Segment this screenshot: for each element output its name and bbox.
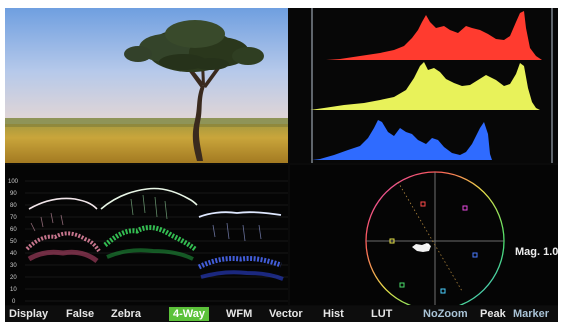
monitor-screen: 100 90 80 70 60 50 40 30 20 10 0 xyxy=(5,8,558,322)
waveform-red-trace xyxy=(25,197,101,264)
target-yellow xyxy=(389,238,395,244)
scale-label: 80 xyxy=(10,203,17,209)
toolbar-nozoom-button[interactable]: NoZoom xyxy=(423,308,468,320)
rgb-histogram-graph xyxy=(310,8,553,163)
vectorscope-graph xyxy=(365,171,505,305)
waveform-scale: 100 90 80 70 60 50 40 30 20 10 0 xyxy=(8,179,19,305)
target-red xyxy=(420,201,426,207)
magnification-label: Mag. 1.0x xyxy=(515,246,558,258)
scale-label: 50 xyxy=(10,239,17,245)
vectorscope-panel: Mag. 1.0x xyxy=(290,165,558,305)
toolbar-false-button[interactable]: False xyxy=(66,308,95,320)
target-magenta xyxy=(462,205,468,211)
toolbar-wfm-button[interactable]: WFM xyxy=(226,308,253,320)
toolbar-hist-button[interactable]: Hist xyxy=(323,308,344,320)
target-blue xyxy=(472,252,478,258)
scale-label: 30 xyxy=(10,263,17,269)
toolbar-4way-button[interactable]: 4-Way xyxy=(169,307,209,321)
toolbar-peak-button[interactable]: Peak xyxy=(480,308,506,320)
live-image-view xyxy=(5,8,288,163)
target-green xyxy=(399,282,405,288)
toolbar-vector-button[interactable]: Vector xyxy=(269,308,303,320)
scale-label: 40 xyxy=(10,251,17,257)
waveform-blue-trace xyxy=(197,211,284,281)
toolbar-display-button[interactable]: Display xyxy=(9,308,49,320)
scale-label: 90 xyxy=(10,191,17,197)
toolbar-marker-button[interactable]: Marker xyxy=(513,308,550,320)
scale-label: 0 xyxy=(12,299,16,305)
scale-label: 60 xyxy=(10,227,17,233)
scale-label: 10 xyxy=(10,287,17,293)
histogram-blue-channel xyxy=(312,120,492,160)
histogram-panel xyxy=(290,8,558,163)
waveform-green-trace xyxy=(100,187,198,261)
histogram-red-channel xyxy=(326,11,542,60)
target-cyan xyxy=(440,288,446,294)
savanna-acacia-image xyxy=(5,8,288,163)
mode-toolbar: Display False Zebra 4-Way WFM Vector His… xyxy=(5,306,558,322)
vectorscope-trace xyxy=(412,243,431,252)
rgb-parade-waveform: 100 90 80 70 60 50 40 30 20 10 0 xyxy=(8,179,288,305)
histogram-green-channel xyxy=(310,62,540,110)
scale-label: 100 xyxy=(8,179,19,185)
scale-label: 70 xyxy=(10,215,17,221)
toolbar-lut-button[interactable]: LUT xyxy=(371,308,393,320)
toolbar-zebra-button[interactable]: Zebra xyxy=(111,308,141,320)
scale-label: 20 xyxy=(10,275,17,281)
waveform-panel: 100 90 80 70 60 50 40 30 20 10 0 xyxy=(5,165,288,305)
